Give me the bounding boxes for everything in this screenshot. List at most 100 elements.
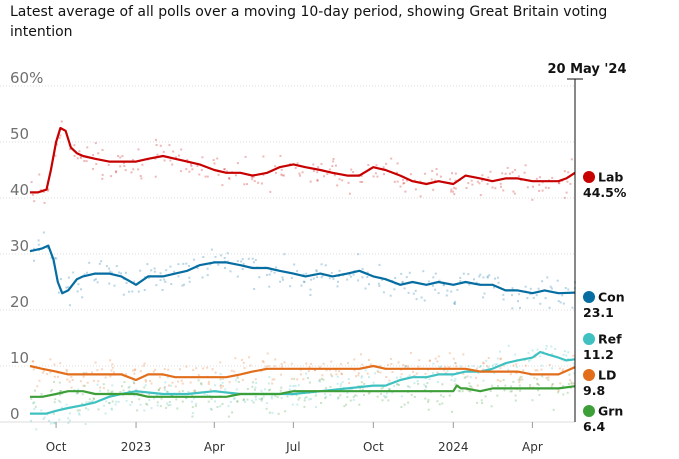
- poll-dot: [497, 385, 499, 388]
- poll-dot: [47, 189, 49, 192]
- poll-dot: [279, 389, 282, 392]
- poll-dot: [499, 380, 502, 383]
- poll-dot: [243, 183, 246, 186]
- poll-dot: [345, 403, 348, 406]
- poll-dot: [280, 386, 283, 389]
- poll-dot: [157, 388, 160, 391]
- poll-dot: [383, 394, 386, 397]
- poll-dot: [320, 263, 323, 266]
- poll-dot: [194, 389, 197, 392]
- poll-dot: [241, 358, 244, 361]
- poll-dot: [450, 190, 453, 193]
- poll-dot: [531, 399, 534, 402]
- poll-dot: [322, 362, 325, 365]
- poll-dot: [567, 383, 570, 385]
- poll-dot: [31, 193, 34, 196]
- poll-dot: [73, 144, 76, 147]
- poll-dot: [538, 393, 541, 396]
- poll-dot: [207, 400, 210, 403]
- poll-dot: [118, 271, 121, 274]
- poll-dot: [223, 257, 226, 259]
- poll-dot: [226, 170, 228, 173]
- poll-dot: [380, 387, 383, 390]
- poll-dot: [221, 403, 224, 405]
- poll-dot: [405, 365, 408, 368]
- poll-dot: [229, 270, 232, 273]
- poll-dot: [289, 385, 292, 387]
- poll-dot: [551, 353, 554, 355]
- poll-dot: [336, 285, 339, 288]
- poll-dot: [58, 136, 61, 139]
- poll-dot: [308, 381, 311, 384]
- poll-dot: [144, 276, 147, 279]
- poll-dot: [514, 353, 517, 356]
- poll-dot: [422, 270, 425, 273]
- poll-dot: [413, 396, 416, 398]
- poll-dot: [291, 403, 294, 406]
- poll-dot: [573, 372, 576, 375]
- poll-dot: [77, 388, 80, 391]
- poll-dot: [108, 282, 111, 285]
- poll-dot: [536, 348, 539, 351]
- poll-dot: [299, 373, 302, 376]
- poll-dot: [482, 362, 485, 365]
- poll-dot: [246, 388, 249, 390]
- poll-dot: [512, 364, 515, 367]
- poll-dot: [233, 370, 236, 373]
- poll-dot: [511, 307, 514, 310]
- poll-dot: [131, 290, 134, 293]
- y-tick-label: 50: [10, 125, 29, 143]
- poll-dot: [30, 419, 32, 422]
- poll-dot: [567, 171, 570, 174]
- poll-dot: [113, 284, 116, 287]
- poll-dot: [375, 164, 378, 167]
- poll-dot: [332, 158, 335, 160]
- series-line-ref: [30, 350, 576, 415]
- poll-dot: [343, 405, 346, 408]
- poll-dot: [41, 371, 44, 374]
- poll-dot: [177, 380, 179, 383]
- poll-dot: [350, 275, 352, 278]
- poll-dot: [453, 193, 456, 196]
- poll-dot: [36, 385, 39, 388]
- poll-dot: [419, 195, 422, 198]
- poll-dot: [431, 170, 434, 172]
- poll-dot: [459, 280, 462, 283]
- poll-dot: [76, 157, 79, 160]
- poll-dot: [394, 277, 397, 279]
- poll-dot: [368, 283, 370, 286]
- poll-dot: [450, 379, 453, 381]
- legend-value-ref: 11.2: [583, 347, 614, 362]
- poll-dot: [496, 357, 499, 360]
- poll-dot: [79, 155, 82, 158]
- poll-dot: [320, 402, 323, 404]
- poll-dot: [88, 261, 91, 264]
- poll-dot: [461, 390, 464, 393]
- poll-dot: [84, 423, 87, 425]
- poll-dot: [249, 364, 252, 367]
- poll-dot: [367, 359, 370, 361]
- poll-dot: [362, 388, 364, 391]
- poll-dot: [569, 182, 572, 185]
- poll-dot: [453, 380, 456, 382]
- poll-dot: [335, 164, 337, 167]
- poll-dot: [509, 172, 511, 175]
- poll-dot: [235, 379, 238, 382]
- poll-dot: [329, 393, 332, 396]
- poll-dot: [255, 381, 258, 384]
- poll-dot: [88, 401, 91, 404]
- poll-dot: [298, 396, 301, 399]
- poll-dot: [438, 365, 441, 368]
- poll-dot: [522, 369, 525, 372]
- poll-dot: [526, 297, 529, 300]
- poll-dot: [160, 397, 163, 400]
- poll-dot: [279, 154, 282, 157]
- poll-dot: [131, 158, 134, 161]
- poll-dot: [412, 292, 415, 295]
- x-tick-label: 2024: [438, 440, 469, 454]
- poll-dot: [454, 383, 457, 386]
- poll-dot: [117, 155, 120, 157]
- poll-dot: [346, 396, 349, 398]
- poll-dot: [55, 257, 58, 260]
- poll-dot: [210, 397, 213, 400]
